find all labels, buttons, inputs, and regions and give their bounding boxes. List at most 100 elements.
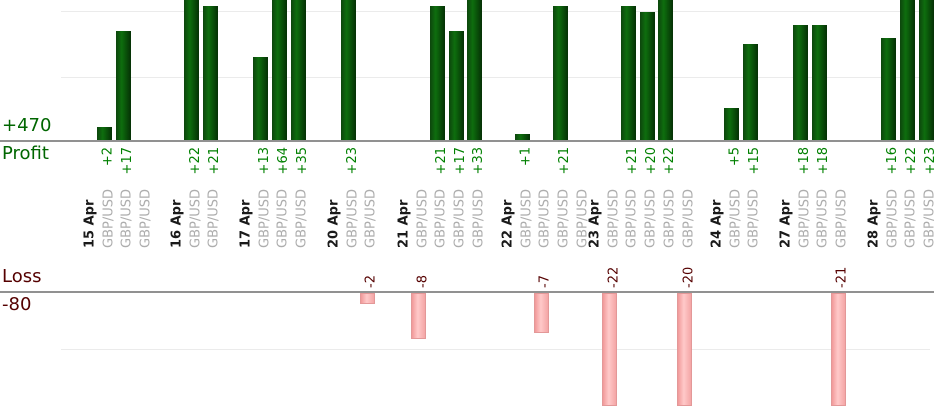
profit-bar [467, 0, 483, 140]
symbol-label: GBP/USD [452, 189, 468, 248]
symbol-label: GBP/USD [415, 189, 430, 248]
loss-value-label: -22 [606, 266, 621, 288]
profit-value-label: +21 [624, 147, 640, 175]
profit-value-label: +21 [206, 147, 222, 175]
profit-bar [448, 31, 464, 140]
loss-bar [830, 293, 846, 406]
profit-axis-line [0, 140, 934, 142]
symbol-label: GBP/USD [834, 189, 850, 248]
profit-bar [429, 5, 445, 140]
profit-value-label: +23 [922, 147, 934, 175]
loss-gridline-10 [61, 349, 930, 350]
profit-value-label: +17 [119, 147, 135, 175]
profit-value-label: +5 [728, 147, 743, 167]
symbol-label: GBP/USD [624, 189, 640, 248]
loss-value-label: -7 [537, 275, 553, 288]
symbol-label: GBP/USD [643, 189, 659, 248]
profit-value-label: +20 [643, 147, 659, 175]
profit-value-label: +21 [433, 147, 449, 175]
profit-value-label: +2 [101, 147, 116, 167]
date-label: 15 Apr [82, 199, 98, 248]
profit-bar [253, 56, 268, 140]
profit-value-label: +22 [662, 147, 678, 175]
profit-bar [811, 24, 827, 140]
date-label: 20 Apr [326, 199, 342, 248]
date-label: 27 Apr [778, 199, 794, 248]
symbol-label: GBP/USD [746, 189, 762, 248]
profit-bar [899, 0, 915, 140]
profit-value-label: +33 [471, 147, 487, 175]
profit-bar [202, 5, 218, 140]
profit-bar [552, 5, 568, 140]
symbol-label: GBP/USD [556, 189, 572, 248]
profit-total: +470 [2, 115, 52, 136]
symbol-label: GBP/USD [294, 189, 310, 248]
profit-bar [271, 0, 287, 140]
profit-value-label: +35 [294, 147, 310, 175]
loss-total: -80 [2, 294, 32, 315]
date-label: 17 Apr [238, 199, 254, 248]
symbol-label: GBP/USD [188, 189, 203, 248]
profit-value-label: +18 [815, 147, 831, 175]
loss-bar [602, 293, 617, 406]
profit-value-label: +22 [903, 147, 919, 175]
profit-value-label: +15 [746, 147, 762, 175]
loss-value-label: -20 [681, 266, 697, 288]
symbol-label: GBP/USD [922, 189, 934, 248]
symbol-label: GBP/USD [275, 189, 291, 248]
profit-bar [97, 127, 112, 140]
profit-bar [881, 37, 896, 140]
symbol-label: GBP/USD [903, 189, 919, 248]
profit-gridline-10 [61, 77, 934, 78]
profit-value-label: +21 [556, 147, 572, 175]
symbol-label: GBP/USD [257, 189, 272, 248]
profit-axis-title: Profit [2, 143, 49, 164]
loss-value-label: -8 [415, 275, 430, 288]
loss-axis-title: Loss [2, 266, 42, 287]
symbol-label: GBP/USD [537, 189, 553, 248]
profit-value-label: +18 [797, 147, 812, 175]
date-label: 16 Apr [169, 199, 185, 248]
profit-bar [658, 0, 674, 140]
profit-value-label: +17 [452, 147, 468, 175]
date-label: 28 Apr [866, 199, 882, 248]
symbol-label: GBP/USD [206, 189, 222, 248]
profit-bar [724, 108, 739, 140]
profit-bar [290, 0, 306, 140]
profit-bar [620, 5, 636, 140]
profit-value-label: +1 [519, 147, 534, 167]
loss-value-label: -2 [363, 275, 379, 288]
profit-value-label: +22 [188, 147, 203, 175]
profit-value-label: +23 [345, 147, 360, 175]
profit-value-label: +16 [885, 147, 900, 175]
loss-axis-line [0, 291, 934, 293]
loss-bar [411, 293, 426, 339]
loss-value-label: -21 [834, 266, 850, 288]
date-label: 22 Apr [500, 199, 516, 248]
loss-bar [533, 293, 549, 333]
profit-bar [639, 12, 655, 140]
symbol-label: GBP/USD [138, 189, 154, 248]
profit-bar [918, 0, 934, 140]
symbol-label: GBP/USD [662, 189, 678, 248]
symbol-label: GBP/USD [363, 189, 379, 248]
loss-bar [359, 293, 375, 305]
profit-bar [184, 0, 199, 140]
profit-bar [793, 24, 808, 140]
date-label: 21 Apr [396, 199, 412, 248]
symbol-label: GBP/USD [101, 189, 116, 248]
symbol-label: GBP/USD [471, 189, 487, 248]
date-label: 23 Apr [587, 199, 603, 248]
symbol-label: GBP/USD [797, 189, 812, 248]
profit-bar [515, 133, 530, 140]
profit-bar [742, 44, 758, 140]
profit-bar [341, 0, 356, 140]
symbol-label: GBP/USD [345, 189, 360, 248]
loss-bar [677, 293, 693, 406]
symbol-label: GBP/USD [681, 189, 697, 248]
symbol-label: GBP/USD [119, 189, 135, 248]
symbol-label: GBP/USD [606, 189, 621, 248]
profit-value-label: +64 [275, 147, 291, 175]
profit-value-label: +13 [257, 147, 272, 175]
